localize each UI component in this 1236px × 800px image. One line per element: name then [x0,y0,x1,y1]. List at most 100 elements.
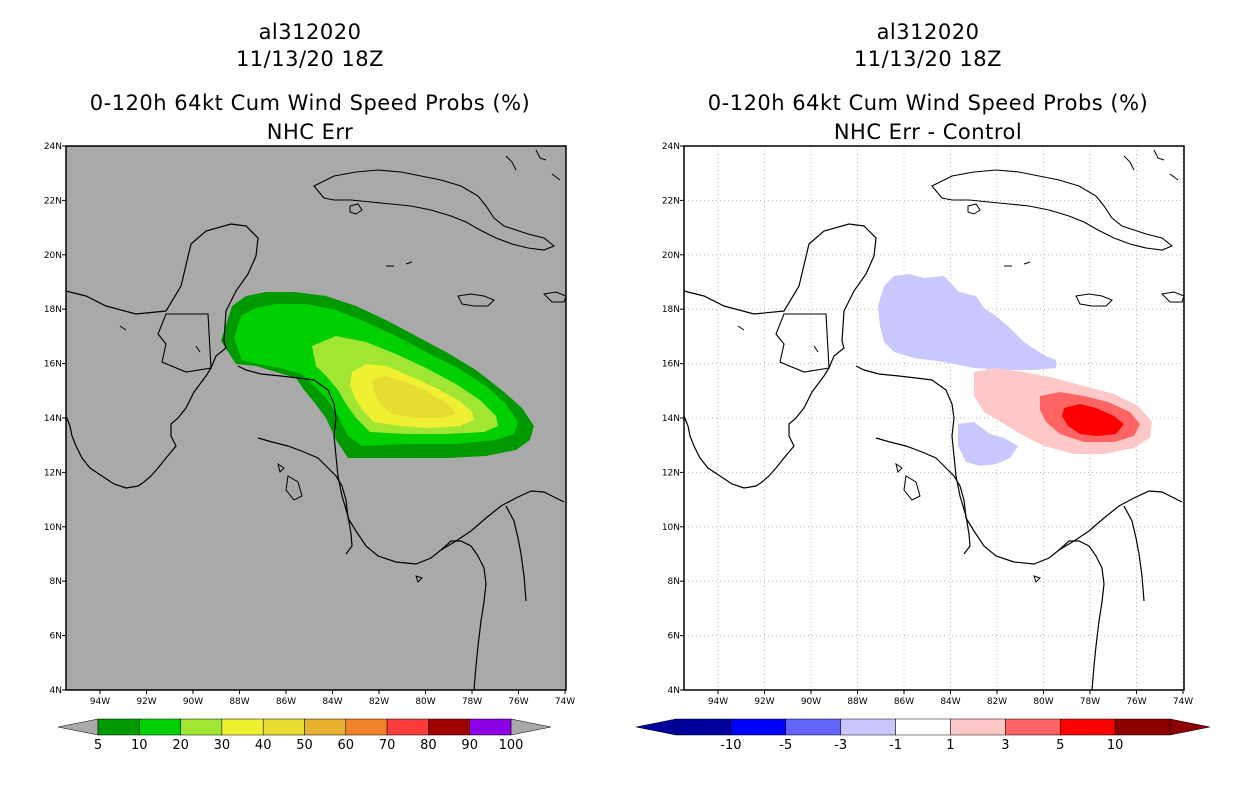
colorbar-segment [304,718,347,736]
lon-tick-label: 76W [1126,697,1146,707]
left-colorbar: 5 10 20 30 40 50 60 70 80 90 100 [57,718,552,753]
right-longitude-axis: 94W 92W 90W 88W 86W 84W 82W 80W 78W 76W 74W [708,690,1193,707]
colorbar-label: 1 [946,738,954,753]
lat-tick-label: 16N [44,360,62,370]
lon-tick-label: 80W [1033,697,1053,707]
right-colorbar: -10 -5 -3 -1 1 3 5 10 [635,718,1211,753]
lon-tick-label: 86W [894,697,914,707]
colorbar-label: -5 [779,738,792,753]
right-difference-contours [878,274,1152,466]
colorbar-label: -1 [889,738,902,753]
lat-tick-label: 8N [50,577,62,587]
lon-tick-label: 92W [136,697,156,707]
lat-tick-label: 20N [662,251,680,261]
colorbar-segment [262,718,305,736]
lat-tick-label: 22N [662,196,680,206]
lon-tick-label: 94W [708,697,728,707]
left-title-subtitle: NHC Err [266,120,354,144]
right-latitude-axis: 24N 22N 20N 18N 16N 14N 12N 10N 8N 6N 4N [662,142,684,696]
colorbar-left-arrow [635,718,677,736]
lat-tick-label: 12N [662,468,680,478]
colorbar-label: 40 [255,738,272,753]
lat-tick-label: 10N [662,523,680,533]
lon-tick-label: 84W [940,697,960,707]
lon-tick-label: 90W [183,697,203,707]
lon-tick-label: 76W [508,697,528,707]
lat-tick-label: 16N [662,360,680,370]
lon-tick-label: 86W [276,697,296,707]
lon-tick-label: 88W [229,697,249,707]
left-probability-contours [221,292,534,458]
colorbar-label: 100 [499,738,524,753]
colorbar-segment [785,718,841,736]
colorbar-segment [840,718,896,736]
lon-tick-label: 74W [555,697,575,707]
colorbar-label: 80 [420,738,437,753]
colorbar-segment [386,718,429,736]
colorbar-right-arrow [510,718,552,736]
lat-tick-label: 20N [44,251,62,261]
left-title-datetime: 11/13/20 18Z [235,47,385,71]
colorbar-segment [1005,718,1061,736]
colorbar-segment [950,718,1006,736]
colorbar-segment [675,718,732,736]
lon-tick-label: 78W [1080,697,1100,707]
diff-neg-south [958,422,1018,466]
colorbar-label: 3 [1001,738,1009,753]
right-title-product: 0-120h 64kt Cum Wind Speed Probs (%) [707,91,1149,115]
lon-tick-label: 78W [462,697,482,707]
lon-tick-label: 82W [369,697,389,707]
right-map-panel [683,146,1185,691]
colorbar-segment [97,718,140,736]
contour-40 [372,376,456,418]
colorbar-label: 70 [379,738,396,753]
left-longitude-axis: 94W 92W 90W 88W 86W 84W 82W 80W 78W 76W 74W [90,690,575,707]
colorbar-segment [730,718,787,736]
lat-tick-label: 6N [668,632,680,642]
colorbar-segment [469,718,512,736]
lat-tick-label: 18N [662,305,680,315]
colorbar-segment [345,718,388,736]
colorbar-segment [139,718,181,736]
lon-tick-label: 82W [987,697,1007,707]
lat-tick-label: 24N [44,142,62,152]
lon-tick-label: 90W [801,697,821,707]
colorbar-right-arrow [1169,718,1211,736]
colorbar-segment [180,718,223,736]
colorbar-left-arrow [57,718,99,736]
colorbar-segment [1114,718,1171,736]
colorbar-label: 20 [172,738,189,753]
left-title-product: 0-120h 64kt Cum Wind Speed Probs (%) [89,91,531,115]
lat-tick-label: 8N [668,577,680,587]
lat-tick-label: 6N [50,632,62,642]
diff-pos-5 [1062,404,1124,436]
colorbar-label: 10 [1107,738,1124,753]
left-title-storm-id: al312020 [258,20,362,44]
colorbar-label: -10 [720,738,741,753]
colorbar-label: 5 [1056,738,1064,753]
colorbar-label: 30 [214,738,231,753]
lat-tick-label: 14N [662,414,680,424]
colorbar-label: -3 [834,738,847,753]
diff-neg-north [878,274,1056,370]
right-title-storm-id: al312020 [876,20,980,44]
colorbar-segment [428,718,470,736]
colorbar-label: 60 [338,738,355,753]
lon-tick-label: 94W [90,697,110,707]
lat-tick-label: 22N [44,196,62,206]
colorbar-segment [221,718,264,736]
left-latitude-axis: 24N 22N 20N 18N 16N 14N 12N 10N 8N 6N 4N [44,142,66,696]
colorbar-label: 5 [94,738,102,753]
lat-tick-label: 14N [44,414,62,424]
right-title-datetime: 11/13/20 18Z [853,47,1003,71]
lon-tick-label: 80W [415,697,435,707]
colorbar-label: 50 [296,738,313,753]
lat-tick-label: 18N [44,305,62,315]
lat-tick-label: 24N [662,142,680,152]
right-title-subtitle: NHC Err - Control [833,120,1023,144]
colorbar-segment [895,718,951,736]
lon-tick-label: 88W [847,697,867,707]
colorbar-segment [1059,718,1116,736]
lat-tick-label: 4N [50,686,62,696]
